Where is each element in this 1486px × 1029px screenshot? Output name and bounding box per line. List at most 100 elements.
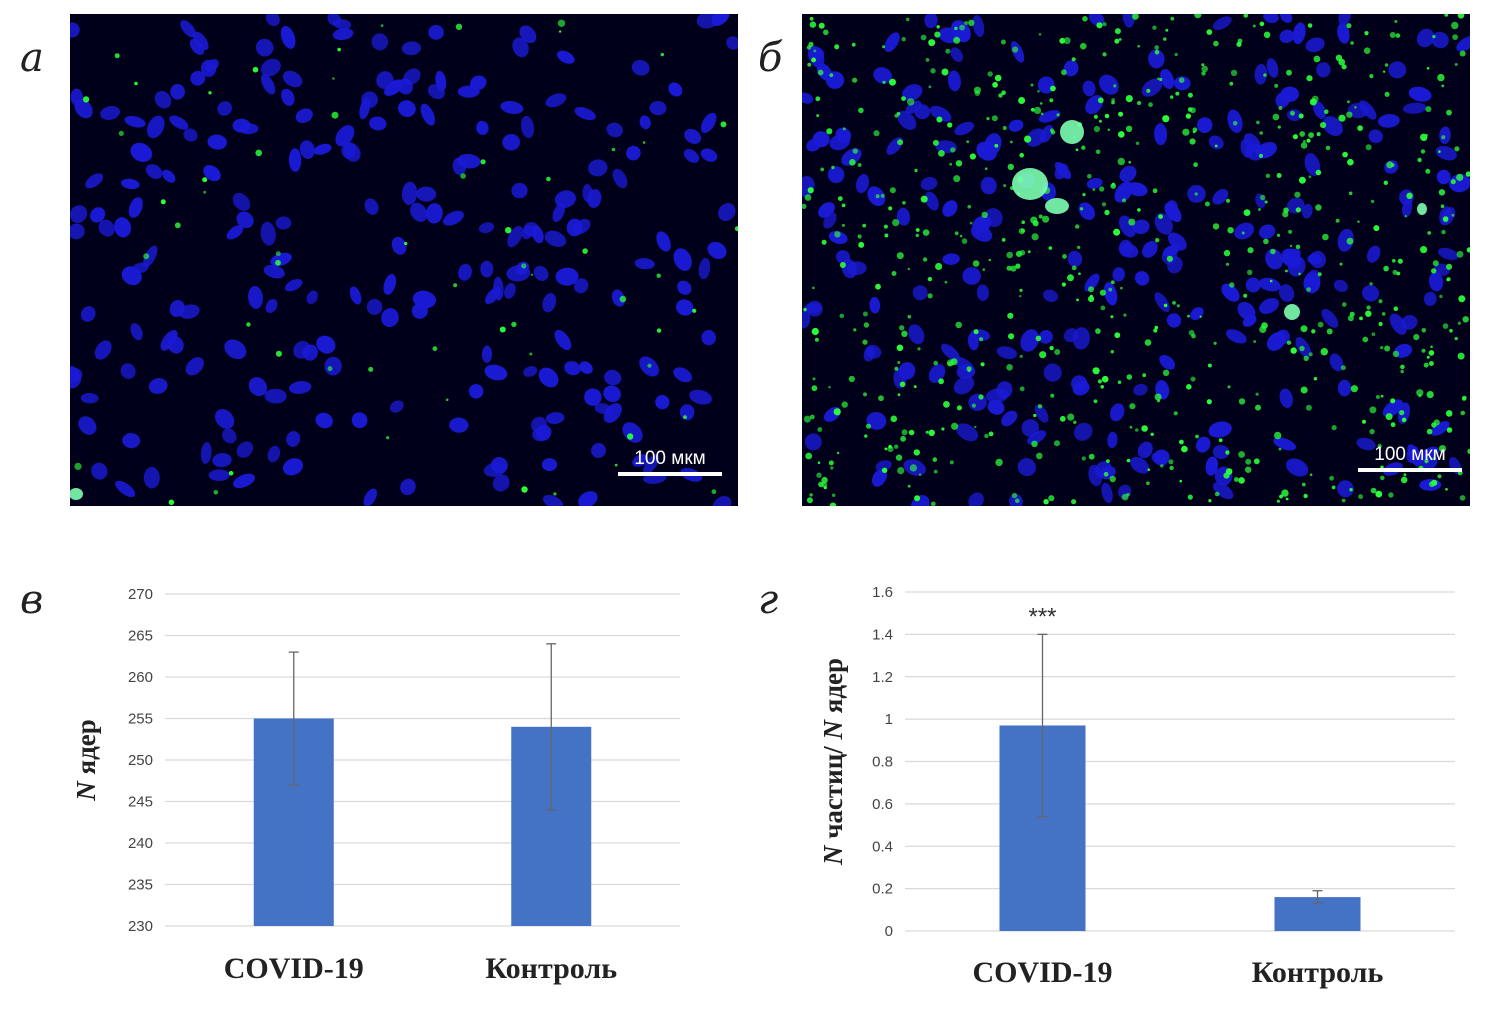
particle [521,486,528,493]
particle [809,21,817,28]
nucleus [1038,330,1053,344]
particle [445,398,449,402]
nucleus [232,192,251,211]
nucleus [1085,95,1104,115]
particle [1015,263,1021,269]
particle [614,463,618,467]
particle [803,415,811,423]
particle [961,238,968,244]
nucleus [1017,458,1036,477]
nucleus [924,14,938,29]
nucleus [555,267,579,286]
particle [1247,269,1253,275]
particle [1114,38,1120,44]
particle [1213,40,1219,47]
particle [1420,133,1428,141]
particle [1063,37,1071,45]
particle [1295,244,1301,250]
particle [884,233,889,238]
particle [1457,352,1465,360]
particle [834,231,841,238]
particle [826,128,833,135]
nucleus [1362,284,1380,302]
nucleus [1078,202,1095,220]
particle [875,283,881,290]
nucleus [1208,421,1232,438]
particle [1007,312,1014,319]
particle [1148,102,1153,108]
particle [928,39,936,47]
particle [837,196,843,202]
particle [944,280,948,284]
particle [966,140,970,144]
nucleus [484,364,508,381]
particle [1042,215,1050,223]
particle [1380,475,1385,481]
nucleus [94,340,112,360]
nucleus [214,409,235,429]
nucleus [632,454,649,467]
particle [1451,21,1459,30]
nucleus [401,181,418,206]
particle [811,385,818,392]
particle [1011,492,1018,499]
nucleus [1063,60,1079,77]
y-tick-label: 230 [128,918,153,935]
particle [1383,180,1388,185]
particle [841,401,848,408]
particle [1128,218,1136,226]
particle [1418,393,1422,398]
particle [1265,173,1271,178]
particle [882,80,886,84]
nucleus [1162,244,1180,257]
particle [857,234,862,239]
particle [1024,135,1032,143]
y-tick-label: 1.4 [872,626,893,643]
particle [823,29,829,36]
particle [884,447,888,451]
particle [1460,410,1466,416]
particle [1286,340,1292,345]
nucleus [968,393,987,411]
particle [1163,37,1167,41]
particle [656,273,661,278]
particle [228,470,234,476]
particle [1163,303,1168,308]
nucleus [1070,375,1088,393]
nucleus [80,392,99,404]
nucleus [200,442,212,464]
particle [1137,100,1142,106]
particle [828,460,834,466]
particle [949,162,953,166]
particle [1144,339,1152,346]
particle [1019,152,1024,158]
particle [246,322,251,327]
nucleus [470,75,487,91]
particle [816,472,822,478]
particle [1431,268,1437,274]
particle [1189,107,1196,114]
nucleus [1001,410,1018,427]
particle [1157,77,1160,80]
particle [1071,499,1077,505]
particle [930,68,936,74]
particle [1007,163,1014,171]
nucleus [863,346,875,362]
particle [505,227,512,234]
nucleus [363,488,377,506]
particle [1413,334,1420,341]
nucleus [869,296,881,314]
particle [1245,466,1252,473]
particle [1048,495,1055,502]
nucleus [316,335,336,354]
nucleus [70,22,80,38]
particle [1329,475,1334,481]
particle [853,328,857,332]
particle [1276,173,1282,178]
particle [521,263,527,269]
particle [1172,301,1176,305]
nucleus [90,207,106,223]
nucleus [193,31,209,51]
particle [1187,314,1190,318]
particle [927,276,933,282]
